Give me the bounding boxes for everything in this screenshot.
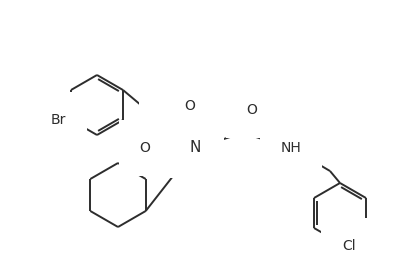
Text: NH: NH [281,141,301,155]
Text: Cl: Cl [342,239,356,253]
Text: N: N [189,140,201,155]
Text: O: O [140,141,150,155]
Text: S: S [162,120,172,134]
Text: O: O [185,99,196,113]
Text: O: O [247,103,258,117]
Text: Br: Br [51,113,66,127]
